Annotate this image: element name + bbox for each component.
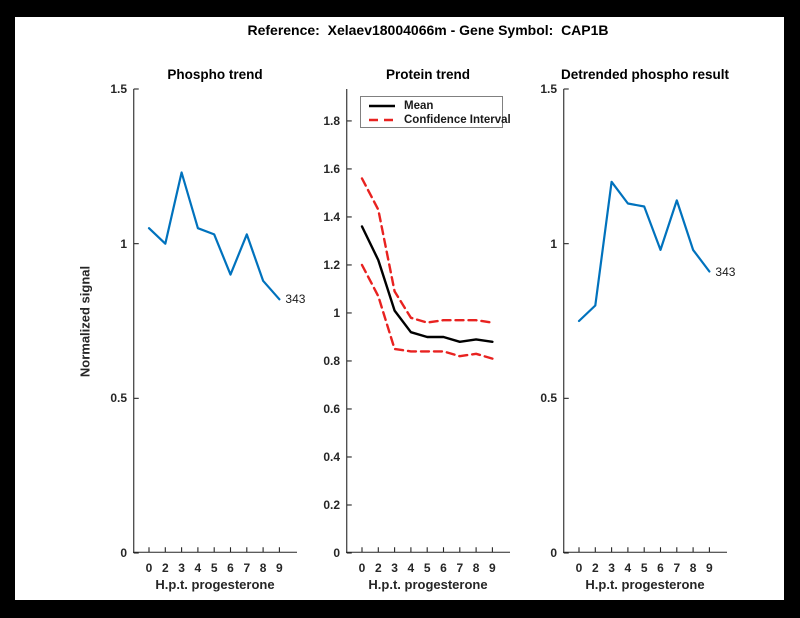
x-axis-label: H.p.t. progesterone — [585, 577, 705, 592]
legend: Mean Confidence Interval — [360, 96, 511, 128]
x-tick-label: 5 — [210, 561, 218, 575]
legend-item-mean: Mean — [361, 99, 433, 113]
chart-title: Detrended phospho result — [560, 67, 729, 82]
y-tick-label: 0.5 — [110, 391, 127, 406]
x-tick-label: 2 — [591, 561, 599, 575]
y-tick-label: 0 — [333, 546, 340, 560]
mean-line — [360, 225, 494, 344]
plot-area — [133, 88, 297, 554]
detrended-phospho-chart: Detrended phospho result H.p.t. progeste… — [493, 57, 753, 607]
x-tick-label: 9 — [489, 561, 496, 575]
plot-area — [563, 88, 727, 554]
y-tick-label: 0.4 — [323, 449, 340, 464]
phospho-trend-chart: Phospho trend Normalized signal H.p.t. p… — [63, 57, 323, 607]
confidence-interval-upper-line — [360, 177, 494, 324]
x-tick-label: 0 — [575, 561, 583, 575]
x-tick-label: 4 — [624, 561, 632, 575]
x-tick-label: 4 — [194, 561, 202, 575]
y-tick-label: 1.2 — [323, 257, 340, 272]
x-tick-label: 7 — [456, 561, 464, 575]
detrended-signal-line — [577, 180, 711, 323]
x-tick-label: 5 — [423, 561, 431, 575]
confidence-interval-lower-line — [360, 263, 494, 360]
figure-title: Reference: Xelaev18004066m - Gene Symbol… — [247, 22, 609, 38]
x-tick-label: 3 — [608, 561, 615, 575]
x-tick-label: 3 — [178, 561, 185, 575]
y-tick-label: 0.2 — [323, 497, 340, 512]
x-tick-label: 2 — [161, 561, 169, 575]
protein-trend-chart: Protein trend Mean Confidence Interval H… — [276, 57, 536, 607]
phospho-signal-line — [147, 171, 281, 301]
legend-item-confidence-interval: Confidence Interval — [361, 113, 511, 127]
series-end-label: 343 — [285, 292, 306, 307]
x-tick-label: 7 — [243, 561, 251, 575]
y-tick-label: 1.4 — [323, 209, 340, 224]
chart-title: Protein trend — [385, 67, 470, 82]
chart-title: Phospho trend — [167, 67, 263, 82]
legend-label-mean: Mean — [404, 100, 434, 112]
y-tick-label: 0.6 — [323, 401, 340, 416]
x-tick-label: 6 — [227, 561, 234, 575]
y-tick-label: 0 — [550, 546, 557, 560]
y-tick-label: 1.5 — [110, 82, 127, 96]
y-tick-label: 0.8 — [323, 353, 340, 368]
series-end-label: 343 — [715, 264, 736, 279]
x-tick-label: 0 — [358, 561, 366, 575]
y-tick-label: 1.8 — [323, 113, 340, 128]
x-tick-label: 9 — [706, 561, 713, 575]
mean-line-icon — [369, 104, 395, 108]
x-tick-label: 8 — [472, 561, 480, 575]
plot-area — [346, 89, 510, 554]
y-tick-label: 0 — [120, 546, 127, 560]
x-tick-label: 5 — [640, 561, 648, 575]
x-tick-label: 6 — [657, 561, 664, 575]
figure-canvas: Reference: Xelaev18004066m - Gene Symbol… — [15, 17, 784, 600]
y-tick-label: 1.6 — [323, 161, 340, 176]
x-tick-label: 3 — [391, 561, 398, 575]
x-tick-label: 0 — [145, 561, 153, 575]
confidence-interval-line-icon — [369, 118, 395, 122]
x-tick-label: 8 — [259, 561, 267, 575]
y-tick-label: 1.5 — [540, 82, 557, 96]
y-tick-label: 1 — [550, 236, 557, 251]
x-axis-label: H.p.t. progesterone — [155, 577, 275, 592]
x-tick-label: 7 — [673, 561, 681, 575]
x-tick-label: 9 — [276, 561, 283, 575]
y-tick-label: 1 — [120, 236, 127, 251]
x-tick-label: 4 — [407, 561, 415, 575]
x-tick-label: 2 — [374, 561, 382, 575]
y-tick-label: 1 — [333, 305, 340, 320]
x-tick-label: 6 — [440, 561, 447, 575]
x-axis-label: H.p.t. progesterone — [368, 577, 488, 592]
y-tick-label: 0.5 — [540, 391, 557, 406]
legend-label-confidence-interval: Confidence Interval — [404, 114, 511, 126]
x-tick-label: 8 — [689, 561, 697, 575]
